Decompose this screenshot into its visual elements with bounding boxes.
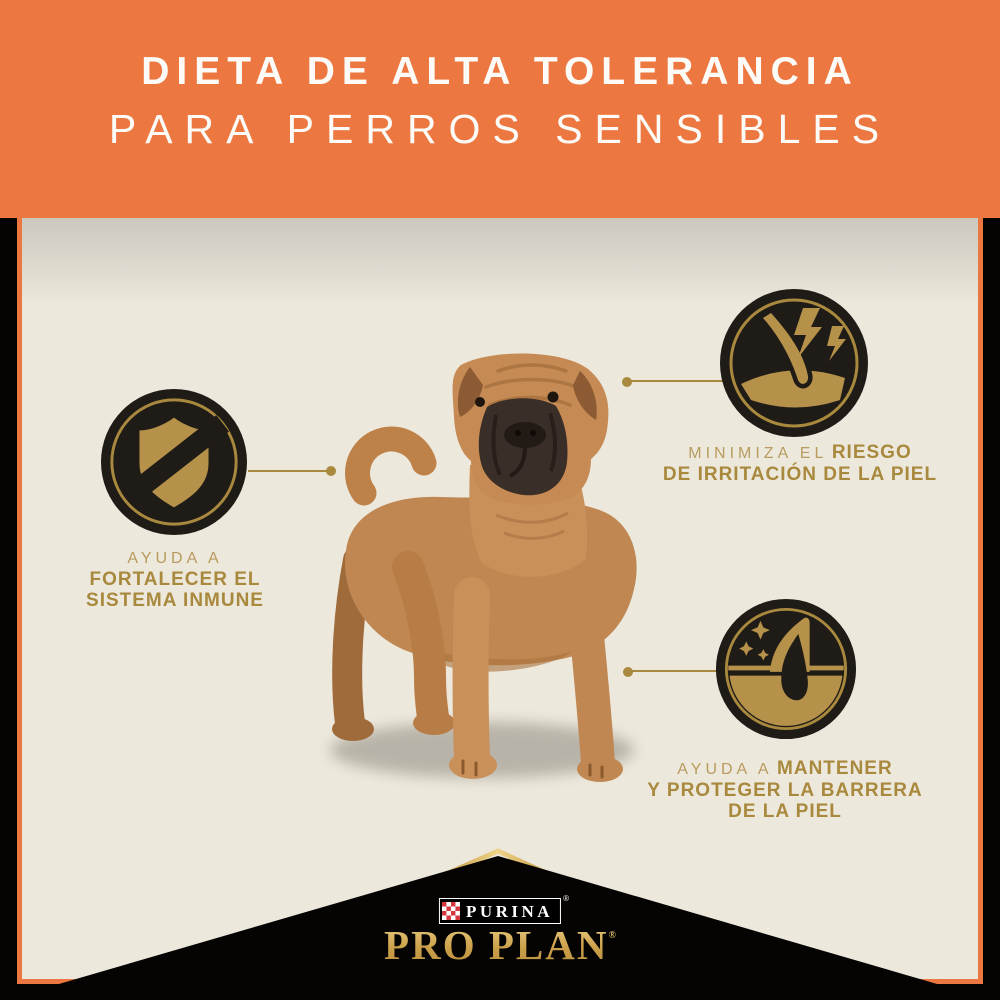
purina-wordmark: PURINA xyxy=(465,901,554,921)
barrier-connector-line xyxy=(632,670,718,672)
immune-connector-line xyxy=(248,470,330,472)
shar-pei-dog-photo xyxy=(330,353,637,782)
purina-registered-mark: ® xyxy=(563,894,570,903)
irritation-connector-dot xyxy=(622,377,632,387)
footer-peak xyxy=(4,848,992,1000)
irritation-badge xyxy=(719,288,869,438)
irritation-line2: DE IRRITACIÓN DE LA PIEL xyxy=(662,464,938,485)
irritation-line1-bold: RIESGO xyxy=(831,442,912,463)
barrier-line1-light: AYUDA A xyxy=(677,761,773,778)
barrier-callout: AYUDA A MANTENER Y PROTEGER LA BARRERA D… xyxy=(630,758,940,822)
barrier-connector-dot xyxy=(623,667,633,677)
irritation-line1-light: MINIMIZA EL xyxy=(688,445,828,462)
hair-lightning-icon xyxy=(720,289,868,437)
page-title: DIETA DE ALTA TOLERANCIA xyxy=(141,50,859,93)
header-banner: DIETA DE ALTA TOLERANCIA PARA PERROS SEN… xyxy=(0,0,1000,218)
barrier-line2: Y PROTEGER LA BARRERA xyxy=(647,780,923,801)
page-subtitle: PARA PERROS SENSIBLES xyxy=(108,106,892,152)
immune-callout: AYUDA A FORTALECER EL SISTEMA INMUNE xyxy=(30,548,320,611)
barrier-line1-bold: MANTENER xyxy=(777,758,893,779)
immune-line1: AYUDA A xyxy=(127,550,223,567)
irritation-callout: MINIMIZA EL RIESGO DE IRRITACIÓN DE LA P… xyxy=(645,442,955,485)
barrier-line3: DE LA PIEL xyxy=(728,801,842,822)
immune-badge xyxy=(100,388,248,536)
proplan-wordmark: PRO PLAN® xyxy=(0,921,1000,969)
immune-line2: FORTALECER EL xyxy=(89,569,261,590)
proplan-registered-mark: ® xyxy=(608,930,616,941)
purina-checkerboard-icon xyxy=(441,902,460,920)
shield-icon xyxy=(100,388,248,536)
immune-line3: SISTEMA INMUNE xyxy=(86,590,264,611)
irritation-connector-line xyxy=(631,380,723,382)
purina-logo: PURINA ® xyxy=(438,894,569,924)
barrier-badge xyxy=(715,598,857,740)
immune-connector-dot xyxy=(326,466,336,476)
hair-follicle-sparkle-icon xyxy=(715,598,857,740)
